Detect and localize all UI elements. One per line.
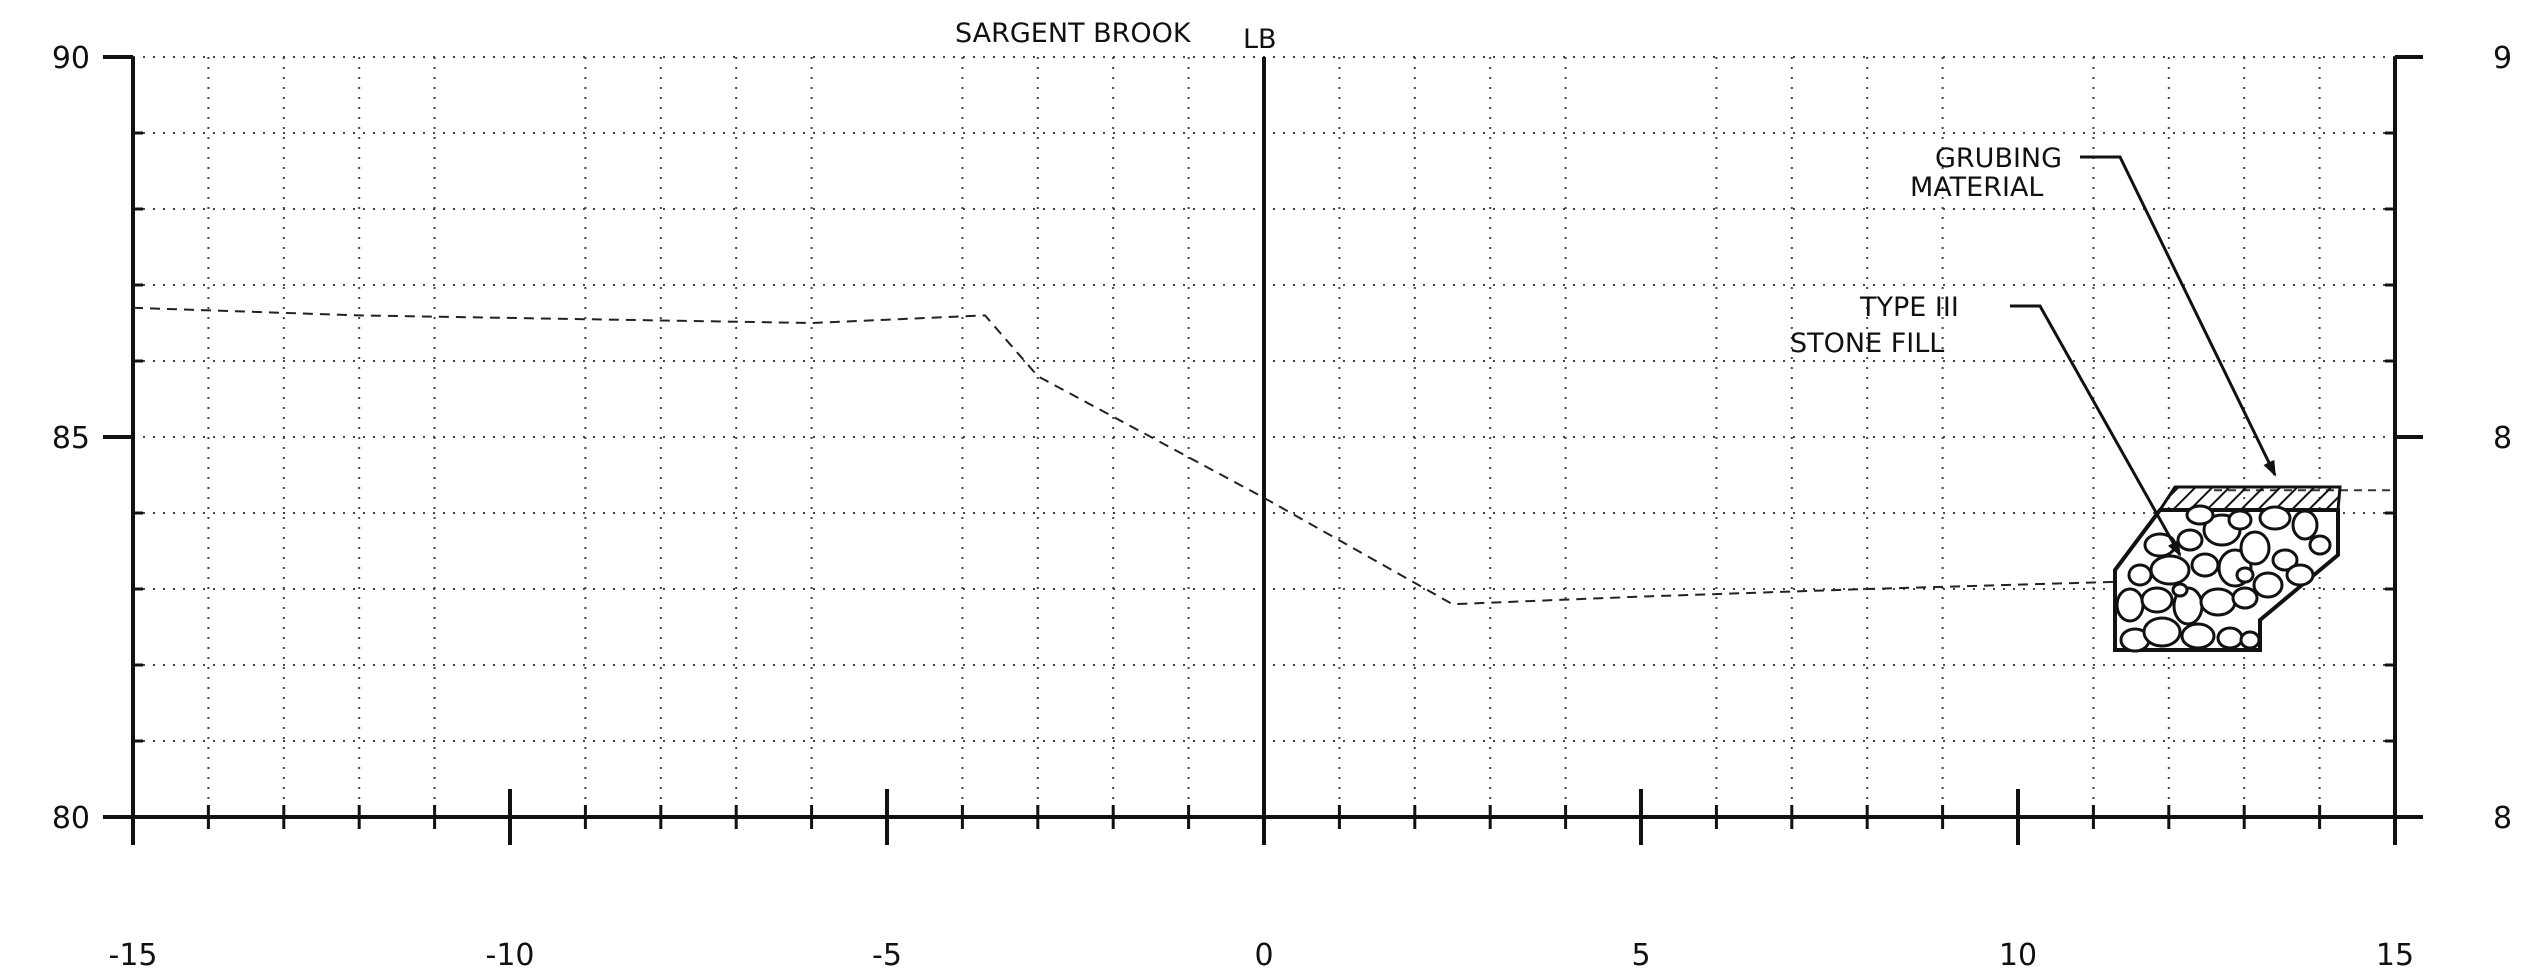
chart-title: SARGENT BROOK LB bbox=[955, 18, 1277, 55]
y-tick-label-left: 85 bbox=[52, 421, 90, 456]
stone-fill-label-line-1: TYPE III bbox=[1859, 292, 1959, 323]
axis-ticks bbox=[103, 55, 2423, 845]
stone-fill-section bbox=[2113, 485, 2342, 653]
ground-profile-line bbox=[132, 306, 2132, 606]
stone bbox=[2185, 504, 2215, 526]
y-tick-label-left: 80 bbox=[52, 801, 90, 836]
grubbing-label-line-1: GRUBING bbox=[1935, 143, 2062, 174]
stone bbox=[2235, 566, 2255, 584]
stone bbox=[2227, 509, 2253, 531]
stone bbox=[2199, 587, 2237, 617]
stone bbox=[2216, 626, 2244, 650]
axis-labels: -15 -10 -5 0 5 10 15 90 85 80 9 8 8 bbox=[52, 41, 2512, 973]
stone bbox=[2115, 587, 2145, 623]
stone bbox=[2291, 509, 2319, 541]
stone bbox=[2149, 554, 2191, 586]
stone-fill-leader-arrow bbox=[2010, 304, 2182, 557]
x-tick-label: -10 bbox=[486, 938, 535, 973]
x-tick-label: -15 bbox=[109, 938, 158, 973]
title-suffix: LB bbox=[1243, 24, 1277, 55]
stone bbox=[2271, 548, 2299, 572]
stone bbox=[2127, 563, 2153, 587]
y-tick-label-right: 8 bbox=[2493, 421, 2512, 456]
grubbing-leader-arrow bbox=[2080, 155, 2277, 477]
x-tick-label: 15 bbox=[2376, 938, 2414, 973]
stone-fill-label-line-2: STONE FILL bbox=[1790, 328, 1944, 359]
stone bbox=[2258, 505, 2292, 531]
y-tick-label-right: 8 bbox=[2493, 801, 2512, 836]
x-tick-label: 5 bbox=[1631, 938, 1650, 973]
stone bbox=[2239, 530, 2271, 566]
stone bbox=[2231, 586, 2259, 610]
annotation-stone-fill: TYPE III STONE FILL bbox=[1790, 292, 2182, 557]
grubbing-label-line-2: MATERIAL bbox=[1910, 172, 2043, 203]
stone bbox=[2180, 622, 2216, 650]
grubbing-material-layer bbox=[2157, 485, 2342, 512]
stone bbox=[2252, 571, 2284, 599]
stone bbox=[2171, 582, 2189, 598]
stone bbox=[2142, 616, 2182, 648]
y-tick-label-right: 9 bbox=[2493, 41, 2512, 76]
x-tick-label: -5 bbox=[872, 938, 902, 973]
stone bbox=[2285, 563, 2315, 587]
stone bbox=[2176, 528, 2204, 552]
title-text: SARGENT BROOK bbox=[955, 18, 1192, 49]
stone bbox=[2239, 630, 2261, 650]
stone bbox=[2140, 586, 2174, 614]
stone bbox=[2190, 552, 2220, 578]
x-tick-label: 0 bbox=[1254, 938, 1273, 973]
stone bbox=[2308, 534, 2332, 556]
y-tick-label-left: 90 bbox=[52, 41, 90, 76]
stone-fill-pattern bbox=[2115, 504, 2332, 653]
x-tick-label: 10 bbox=[1999, 938, 2037, 973]
annotation-grubbing: GRUBING MATERIAL bbox=[1910, 143, 2277, 477]
